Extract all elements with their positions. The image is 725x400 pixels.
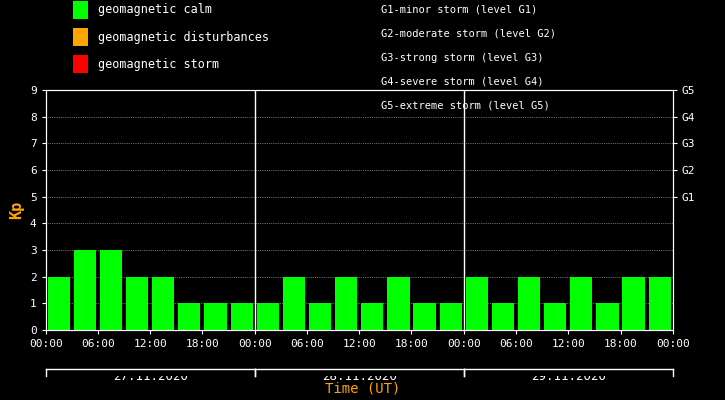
Bar xyxy=(465,277,488,330)
Text: geomagnetic calm: geomagnetic calm xyxy=(98,4,212,16)
Bar xyxy=(257,303,279,330)
Text: G3-strong storm (level G3): G3-strong storm (level G3) xyxy=(381,53,543,63)
Text: 29.11.2020: 29.11.2020 xyxy=(531,370,606,383)
Text: Time (UT): Time (UT) xyxy=(325,382,400,396)
Bar xyxy=(335,277,357,330)
Bar xyxy=(100,250,122,330)
Bar xyxy=(231,303,253,330)
Text: G2-moderate storm (level G2): G2-moderate storm (level G2) xyxy=(381,29,555,39)
Text: 28.11.2020: 28.11.2020 xyxy=(322,370,397,383)
Bar xyxy=(48,277,70,330)
Bar xyxy=(623,277,645,330)
Text: 27.11.2020: 27.11.2020 xyxy=(112,370,188,383)
Text: G5-extreme storm (level G5): G5-extreme storm (level G5) xyxy=(381,101,550,111)
Bar xyxy=(361,303,384,330)
Bar xyxy=(597,303,618,330)
Bar xyxy=(387,277,410,330)
Bar xyxy=(309,303,331,330)
Bar xyxy=(649,277,671,330)
Bar xyxy=(152,277,175,330)
Bar xyxy=(204,303,227,330)
Bar xyxy=(74,250,96,330)
Text: geomagnetic disturbances: geomagnetic disturbances xyxy=(98,31,269,44)
Y-axis label: Kp: Kp xyxy=(9,201,25,219)
Bar xyxy=(571,277,592,330)
Text: geomagnetic storm: geomagnetic storm xyxy=(98,58,219,71)
Bar xyxy=(413,303,436,330)
Bar xyxy=(492,303,514,330)
Bar xyxy=(518,277,540,330)
Bar xyxy=(544,303,566,330)
Bar xyxy=(178,303,201,330)
Bar xyxy=(126,277,148,330)
Text: G1-minor storm (level G1): G1-minor storm (level G1) xyxy=(381,5,537,15)
Text: G4-severe storm (level G4): G4-severe storm (level G4) xyxy=(381,77,543,87)
Bar xyxy=(439,303,462,330)
Bar xyxy=(283,277,305,330)
